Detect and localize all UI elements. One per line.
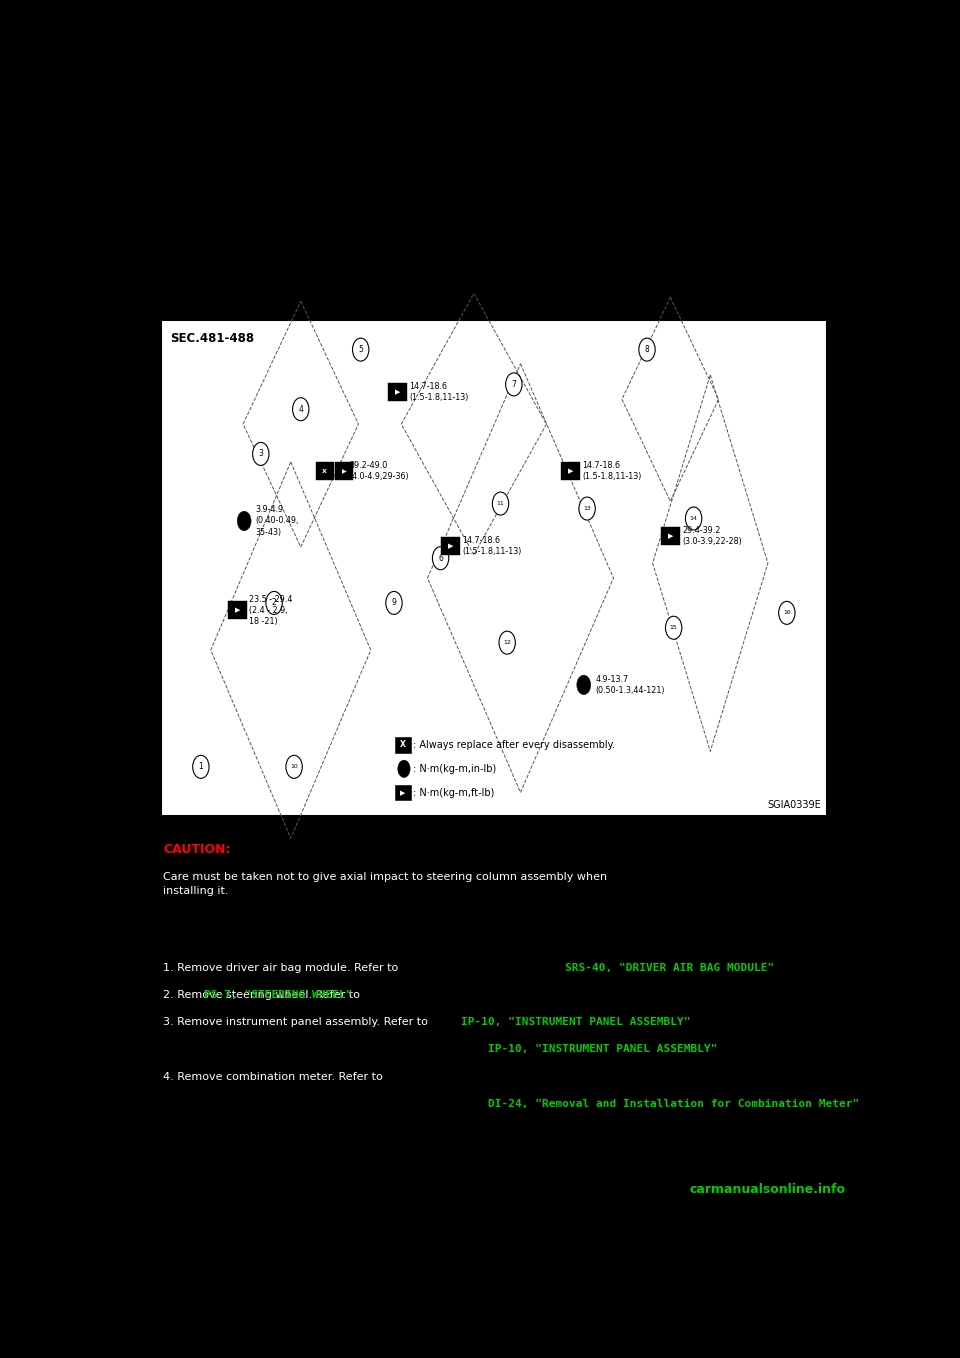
Text: 4: 4 <box>299 405 303 414</box>
Circle shape <box>432 547 448 570</box>
Circle shape <box>506 373 522 397</box>
Text: 4. Remove combination meter. Refer to: 4. Remove combination meter. Refer to <box>163 1071 383 1081</box>
Text: 14.7-18.6
(1.5-1.8,11-13): 14.7-18.6 (1.5-1.8,11-13) <box>409 382 468 402</box>
Text: SEC.481-488: SEC.481-488 <box>170 333 254 345</box>
Circle shape <box>237 511 252 531</box>
Text: 29.4-39.2
(3.0-3.9,22-28): 29.4-39.2 (3.0-3.9,22-28) <box>682 526 742 546</box>
FancyBboxPatch shape <box>388 383 407 401</box>
Text: ▶: ▶ <box>395 388 400 395</box>
Circle shape <box>293 398 309 421</box>
Text: 7: 7 <box>512 380 516 388</box>
Circle shape <box>638 338 655 361</box>
FancyBboxPatch shape <box>660 527 680 545</box>
FancyBboxPatch shape <box>335 463 353 481</box>
Text: 14.7-18.6
(1.5-1.8,11-13): 14.7-18.6 (1.5-1.8,11-13) <box>582 462 641 481</box>
Circle shape <box>499 631 516 655</box>
Text: DI-24, "Removal and Installation for Combination Meter": DI-24, "Removal and Installation for Com… <box>489 1099 859 1109</box>
Circle shape <box>252 443 269 466</box>
Text: 39.2-49.0
(4.0-4.9,29-36): 39.2-49.0 (4.0-4.9,29-36) <box>349 462 409 481</box>
Circle shape <box>779 602 795 625</box>
FancyBboxPatch shape <box>228 602 247 619</box>
FancyBboxPatch shape <box>395 785 411 800</box>
Text: 1. Remove driver air bag module. Refer to: 1. Remove driver air bag module. Refer t… <box>163 963 398 972</box>
Text: 14.7-18.6
(1.5-1.8,11-13): 14.7-18.6 (1.5-1.8,11-13) <box>462 536 521 555</box>
Circle shape <box>286 755 302 778</box>
Circle shape <box>352 338 369 361</box>
Text: : N·m(kg-m,in-lb): : N·m(kg-m,in-lb) <box>413 763 496 774</box>
Text: 2. Remove steering wheel. Refer to: 2. Remove steering wheel. Refer to <box>163 990 360 999</box>
Text: PS-7, "STEERING WHEEL": PS-7, "STEERING WHEEL" <box>204 990 352 999</box>
Text: IP-10, "INSTRUMENT PANEL ASSEMBLY": IP-10, "INSTRUMENT PANEL ASSEMBLY" <box>489 1044 718 1054</box>
Text: 9: 9 <box>392 599 396 607</box>
Text: ▶: ▶ <box>448 543 453 549</box>
Circle shape <box>665 617 682 640</box>
Circle shape <box>193 755 209 778</box>
Circle shape <box>266 592 282 614</box>
FancyBboxPatch shape <box>395 737 411 752</box>
Text: carmanualsonline.info: carmanualsonline.info <box>689 1183 846 1196</box>
FancyBboxPatch shape <box>161 320 827 816</box>
Text: 10: 10 <box>290 765 298 770</box>
Text: : Always replace after every disassembly.: : Always replace after every disassembly… <box>413 740 615 750</box>
Circle shape <box>577 675 590 695</box>
FancyBboxPatch shape <box>316 463 333 481</box>
Text: 1: 1 <box>199 762 204 771</box>
Text: IP-10, "INSTRUMENT PANEL ASSEMBLY": IP-10, "INSTRUMENT PANEL ASSEMBLY" <box>461 1017 690 1027</box>
Circle shape <box>397 760 410 777</box>
Text: 3.9-4.9
(0.40-0.49,
35-43): 3.9-4.9 (0.40-0.49, 35-43) <box>255 505 300 536</box>
Text: 15: 15 <box>670 625 678 630</box>
Text: ▶: ▶ <box>567 469 573 474</box>
Text: ▶: ▶ <box>342 469 347 474</box>
Text: 4.9-13.7
(0.50-1.3,44-121): 4.9-13.7 (0.50-1.3,44-121) <box>595 675 665 695</box>
Text: X: X <box>323 469 327 474</box>
Text: SRS-40, "DRIVER AIR BAG MODULE": SRS-40, "DRIVER AIR BAG MODULE" <box>564 963 774 972</box>
Text: 3. Remove instrument panel assembly. Refer to: 3. Remove instrument panel assembly. Ref… <box>163 1017 428 1027</box>
Text: 5: 5 <box>358 345 363 354</box>
Text: 8: 8 <box>644 345 649 354</box>
Text: : N·m(kg-m,ft-lb): : N·m(kg-m,ft-lb) <box>413 788 494 797</box>
Text: ▶: ▶ <box>667 532 673 539</box>
Text: 11: 11 <box>496 501 504 507</box>
Circle shape <box>386 592 402 614</box>
Text: 3: 3 <box>258 449 263 459</box>
FancyBboxPatch shape <box>441 536 460 554</box>
Text: 6: 6 <box>438 554 443 562</box>
FancyBboxPatch shape <box>561 463 580 481</box>
Text: 2: 2 <box>272 599 276 607</box>
Circle shape <box>492 492 509 515</box>
Text: 12: 12 <box>503 640 511 645</box>
Text: ▶: ▶ <box>235 607 240 614</box>
Text: 16: 16 <box>783 610 791 615</box>
Text: CAUTION:: CAUTION: <box>163 842 230 856</box>
Circle shape <box>579 497 595 520</box>
Text: 23.5 - 29.4
(2.4 - 2.9,
18 -21): 23.5 - 29.4 (2.4 - 2.9, 18 -21) <box>249 595 293 626</box>
Text: Care must be taken not to give axial impact to steering column assembly when
ins: Care must be taken not to give axial imp… <box>163 872 608 896</box>
Text: ▶: ▶ <box>400 789 406 796</box>
Text: 14: 14 <box>689 516 698 521</box>
Text: SGIA0339E: SGIA0339E <box>767 800 821 811</box>
Circle shape <box>685 507 702 530</box>
Text: X: X <box>400 740 406 750</box>
Text: 13: 13 <box>583 507 591 511</box>
